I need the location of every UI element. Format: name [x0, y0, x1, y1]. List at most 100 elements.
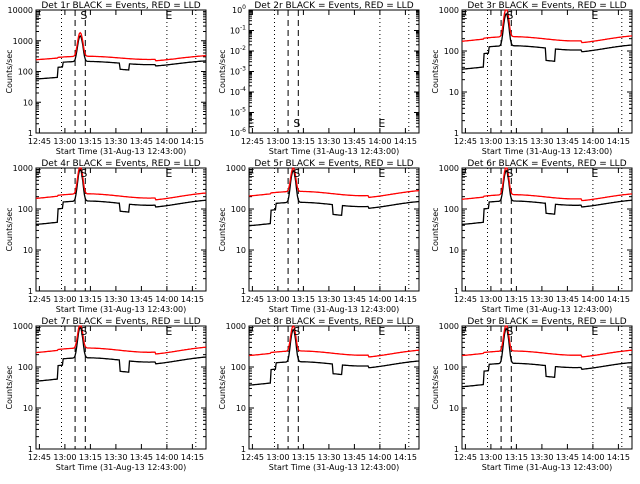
- start-marker: S: [80, 325, 87, 338]
- y-tick-label: 10: [449, 88, 459, 97]
- plot-frame: [35, 325, 207, 450]
- x-tick-label: 14:00: [581, 295, 604, 304]
- panel-4: Det 4r BLACK = Events, RED = LLD 1 10 100 10…: [5, 159, 207, 314]
- x-tick-label: 13:00: [479, 137, 502, 146]
- events-series-line: [35, 168, 207, 226]
- events-series-line: [35, 34, 206, 80]
- y-axis-label: Counts/sec: [5, 207, 14, 251]
- x-tick-label: 13:15: [505, 453, 528, 462]
- y-axis-label: Counts/sec: [431, 207, 440, 251]
- y-tick-label: 1: [241, 445, 246, 454]
- y-tick-label: 100: [231, 205, 246, 214]
- y-tick-label: 100: [444, 47, 459, 56]
- x-tick-label: 14:00: [581, 453, 604, 462]
- y-tick-label: 100: [444, 363, 459, 372]
- x-tick-label: 13:45: [343, 137, 366, 146]
- start-marker: S: [293, 117, 300, 130]
- panel-title: Det 9r BLACK = Events, RED = LLD: [467, 317, 626, 327]
- x-tick-label: 13:45: [130, 295, 153, 304]
- y-tick-label: 100: [18, 68, 33, 77]
- x-tick-label: 12:45: [28, 137, 51, 146]
- y-tick-label: 10-5: [230, 107, 246, 118]
- x-tick-label: 13:00: [266, 453, 289, 462]
- x-tick-label: 12:45: [28, 453, 51, 462]
- events-series-line: [248, 328, 420, 386]
- panel-title: Det 5r BLACK = Events, RED = LLD: [254, 159, 413, 169]
- x-axis-label: Start Time (31-Aug-13 12:43:00): [269, 305, 400, 314]
- x-axis-label: Start Time (31-Aug-13 12:43:00): [482, 463, 613, 472]
- y-tick-label: 100: [444, 205, 459, 214]
- x-axis-label: Start Time (31-Aug-13 12:43:00): [56, 147, 187, 156]
- panel-2: Det 2r BLACK = Events, RED = LLD 10-6 10-5…: [218, 1, 420, 156]
- x-tick-label: 13:00: [266, 295, 289, 304]
- x-axis-label: Start Time (31-Aug-13 12:43:00): [269, 463, 400, 472]
- x-tick-label: 13:45: [343, 295, 366, 304]
- end-marker: E: [378, 117, 385, 130]
- x-axis-label: Start Time (31-Aug-13 12:43:00): [56, 305, 187, 314]
- x-tick-label: 13:00: [53, 137, 76, 146]
- end-marker: E: [378, 167, 385, 180]
- x-axis-label: Start Time (31-Aug-13 12:43:00): [269, 147, 400, 156]
- x-tick-label: 13:30: [104, 137, 127, 146]
- panel-5: Det 5r BLACK = Events, RED = LLD 1 10 100 10…: [218, 159, 420, 314]
- x-tick-label: 13:45: [130, 453, 153, 462]
- x-tick-label: 13:30: [530, 137, 553, 146]
- lld-series-line: [249, 325, 420, 358]
- x-tick-label: 13:15: [79, 453, 102, 462]
- y-axis-label: Counts/sec: [5, 49, 14, 93]
- y-tick-label: 10: [449, 404, 459, 413]
- x-tick-label: 14:15: [181, 453, 204, 462]
- panel-title: Det 1r BLACK = Events, RED = LLD: [41, 1, 200, 11]
- x-tick-label: 14:00: [368, 295, 391, 304]
- end-marker: E: [591, 167, 598, 180]
- x-tick-label: 13:15: [292, 453, 315, 462]
- events-series-line: [461, 169, 633, 226]
- x-tick-label: 13:15: [505, 137, 528, 146]
- y-tick-label: 1000: [439, 322, 459, 331]
- x-tick-label: 13:30: [104, 295, 127, 304]
- plot-frame: [248, 325, 420, 450]
- y-tick-label: 10-3: [230, 66, 246, 77]
- panel-title: Det 6r BLACK = Events, RED = LLD: [467, 159, 626, 169]
- plot-frame: [461, 9, 633, 134]
- x-tick-label: 12:45: [28, 295, 51, 304]
- start-marker: S: [80, 9, 87, 22]
- panel-3: Det 3r BLACK = Events, RED = LLD 1 10 100 10…: [431, 1, 633, 156]
- plot-frame: [461, 325, 633, 450]
- y-tick-label: 10-2: [230, 45, 246, 56]
- events-series-line: [35, 326, 207, 382]
- y-tick-label: 10-4: [230, 86, 246, 97]
- panel-title: Det 7r BLACK = Events, RED = LLD: [41, 317, 200, 327]
- end-marker: E: [248, 117, 255, 130]
- x-tick-label: 13:30: [104, 453, 127, 462]
- x-tick-label: 12:45: [454, 453, 477, 462]
- x-tick-label: 13:00: [479, 453, 502, 462]
- y-axis-label: Counts/sec: [431, 365, 440, 409]
- x-tick-label: 13:30: [530, 453, 553, 462]
- start-marker: S: [506, 167, 513, 180]
- y-tick-label: 10: [236, 246, 246, 255]
- end-marker: E: [378, 325, 385, 338]
- end-marker: E: [35, 167, 42, 180]
- end-marker: E: [248, 167, 255, 180]
- panel-title: Det 8r BLACK = Events, RED = LLD: [254, 317, 413, 327]
- panel-title: Det 2r BLACK = Events, RED = LLD: [254, 1, 413, 11]
- y-tick-label: 1000: [226, 322, 246, 331]
- events-series-line: [461, 12, 633, 70]
- x-axis-label: Start Time (31-Aug-13 12:43:00): [56, 463, 187, 472]
- start-marker: S: [293, 167, 300, 180]
- x-tick-label: 13:45: [343, 453, 366, 462]
- x-tick-label: 14:00: [581, 137, 604, 146]
- x-tick-label: 13:45: [556, 453, 579, 462]
- y-tick-label: 10: [23, 404, 33, 413]
- x-tick-label: 13:00: [479, 295, 502, 304]
- end-marker: E: [248, 325, 255, 338]
- end-marker: E: [461, 167, 468, 180]
- y-tick-label: 10-6: [230, 127, 246, 138]
- x-tick-label: 13:30: [317, 137, 340, 146]
- end-marker: E: [35, 9, 42, 22]
- panel-7: Det 7r BLACK = Events, RED = LLD 1 10 100 10…: [5, 317, 207, 472]
- y-tick-label: 10: [23, 246, 33, 255]
- x-tick-label: 13:30: [317, 295, 340, 304]
- end-marker: E: [461, 325, 468, 338]
